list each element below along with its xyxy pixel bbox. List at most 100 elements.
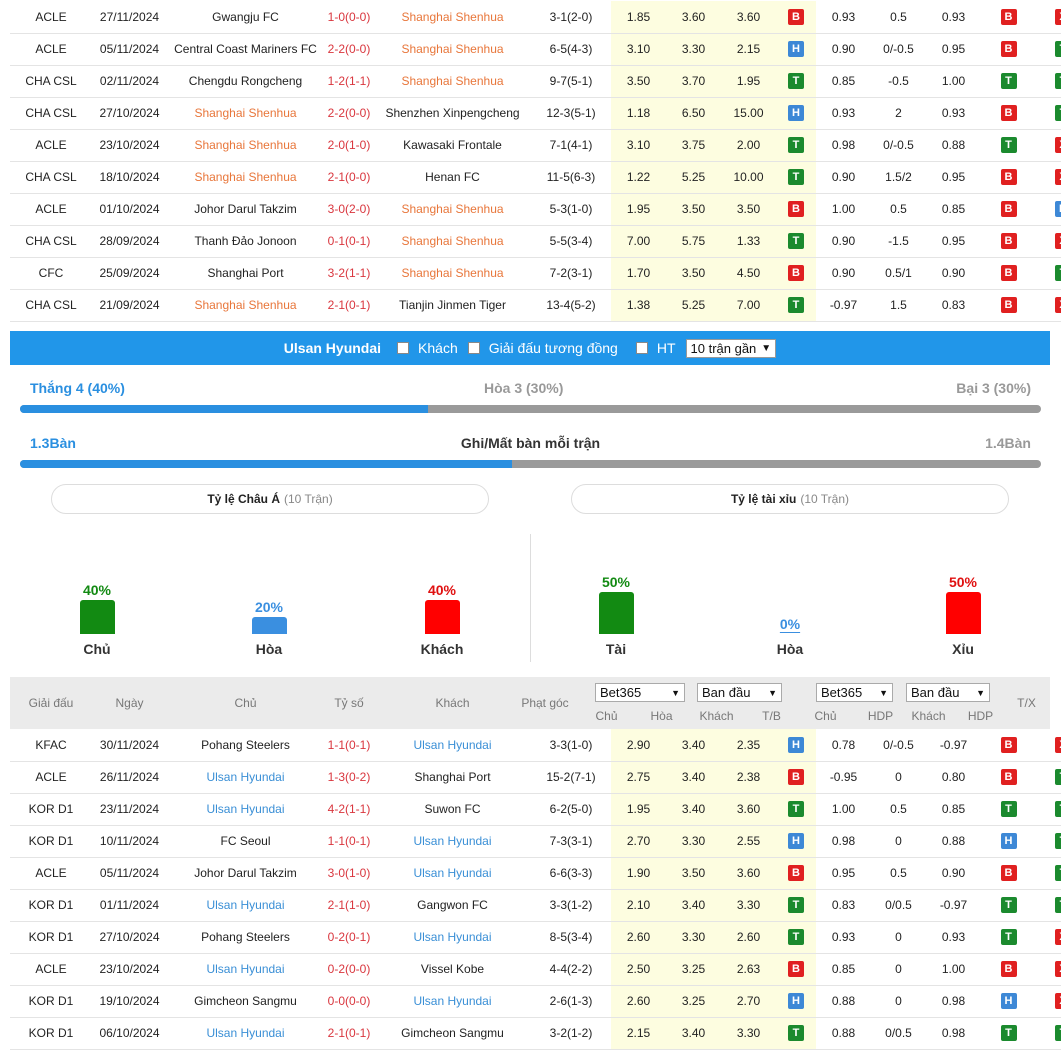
ou-result-badge-cell: T: [1036, 889, 1061, 922]
odds-draw-cell: 3.30: [666, 921, 721, 954]
header-score: Tỷ số: [334, 696, 364, 710]
home-team[interactable]: Shanghai Shenhua: [194, 106, 297, 120]
away-team[interactable]: Ulsan Hyundai: [413, 737, 492, 752]
away-team[interactable]: Ulsan Hyundai: [413, 930, 492, 944]
ht-checkbox[interactable]: [635, 342, 648, 354]
away-team[interactable]: Tianjin Jinmen Tiger: [399, 298, 506, 312]
away-checkbox[interactable]: [397, 342, 410, 354]
home-team-cell: Shanghai Shenhua: [167, 161, 324, 194]
match-row[interactable]: KOR D1 27/10/2024 Pohang Steelers 0-2(0-1) U…: [10, 921, 1061, 954]
league-label-cell: KOR D1: [10, 985, 92, 1018]
home-team[interactable]: Central Coast Mariners FC: [174, 42, 317, 56]
match-row[interactable]: ACLE 27/11/2024 Gwangju FC 1-0(0-0) Shanghai…: [10, 1, 1061, 34]
away-team[interactable]: Gimcheon Sangmu: [401, 1026, 504, 1040]
hdp-line-cell: 0.5/1: [871, 257, 926, 290]
home-team[interactable]: Shanghai Shenhua: [194, 138, 297, 152]
away-team-cell: Gimcheon Sangmu: [374, 1017, 531, 1050]
hdp-home-odds-cell: 0.93: [816, 1, 871, 34]
home-team[interactable]: Shanghai Shenhua: [194, 170, 297, 184]
away-team[interactable]: Shanghai Shenhua: [401, 202, 504, 216]
home-team[interactable]: FC Seoul: [220, 834, 271, 848]
bookmaker-select-2[interactable]: Bet365 ▼: [816, 683, 893, 702]
match-row[interactable]: ACLE 01/10/2024 Johor Darul Takzim 3-0(2-0)…: [10, 193, 1061, 226]
home-team[interactable]: Thanh Đảo Jonoon: [194, 234, 297, 248]
home-team[interactable]: Pohang Steelers: [201, 737, 290, 752]
bookmaker-select-1[interactable]: Bet365 ▼: [595, 683, 685, 702]
match-row[interactable]: KOR D1 06/10/2024 Ulsan Hyundai 2-1(0-1) Gim…: [10, 1017, 1061, 1050]
match-row[interactable]: CHA CSL 28/09/2024 Thanh Đảo Jonoon 0-1(0-1…: [10, 225, 1061, 258]
match-row[interactable]: KOR D1 19/10/2024 Gimcheon Sangmu 0-0(0-0) U…: [10, 985, 1061, 1018]
hdp-away-odds: 0.88: [941, 834, 966, 848]
away-team[interactable]: Shanghai Shenhua: [401, 234, 504, 248]
match-row[interactable]: KOR D1 23/11/2024 Ulsan Hyundai 4-2(1-1) Suw…: [10, 793, 1061, 826]
home-team[interactable]: Gimcheon Sangmu: [194, 994, 297, 1008]
away-checkbox-label[interactable]: Khách: [418, 340, 458, 356]
match-row[interactable]: ACLE 23/10/2024 Ulsan Hyundai 0-2(0-0) Visse…: [10, 953, 1061, 986]
match-row[interactable]: ACLE 23/10/2024 Shanghai Shenhua 2-0(1-0) Ka…: [10, 129, 1061, 162]
away-team[interactable]: Shanghai Shenhua: [401, 9, 504, 24]
match-row[interactable]: ACLE 05/11/2024 Johor Darul Takzim 3-0(1-0)…: [10, 857, 1061, 890]
same-league-checkbox[interactable]: [467, 342, 480, 354]
odds-away: 3.30: [736, 898, 761, 912]
match-row[interactable]: KOR D1 01/11/2024 Ulsan Hyundai 2-1(1-0) Gan…: [10, 889, 1061, 922]
match-row[interactable]: CHA CSL 02/11/2024 Chengdu Rongcheng 1-2(1-…: [10, 65, 1061, 98]
ht-checkbox-label[interactable]: HT: [656, 340, 676, 356]
over-under-pill[interactable]: Tỷ lệ tài xỉu (10 Trận): [571, 484, 1009, 514]
tb-badge-cell: H: [776, 985, 816, 1018]
match-row[interactable]: CHA CSL 21/09/2024 Shanghai Shenhua 2-1(0-1…: [10, 289, 1061, 322]
match-row[interactable]: ACLE 26/11/2024 Ulsan Hyundai 1-3(0-2) Shang…: [10, 761, 1061, 794]
away-team[interactable]: Henan FC: [425, 170, 480, 184]
home-team[interactable]: Ulsan Hyundai: [206, 802, 285, 816]
match-row[interactable]: ACLE 05/11/2024 Central Coast Mariners FC 2…: [10, 33, 1061, 66]
home-team[interactable]: Gwangju FC: [212, 9, 279, 24]
match-row[interactable]: KOR D1 10/11/2024 FC Seoul 1-1(0-1) Ulsan Hy…: [10, 825, 1061, 858]
tb-badge-cell: B: [776, 257, 816, 290]
home-team[interactable]: Johor Darul Takzim: [194, 202, 297, 216]
asian-col-label: Hòa: [255, 641, 283, 657]
home-team[interactable]: Johor Darul Takzim: [194, 866, 297, 880]
away-team[interactable]: Suwon FC: [424, 802, 481, 816]
hdp-home-odds-cell: 0.90: [816, 33, 871, 66]
asian-handicap-pill[interactable]: Tỷ lệ Châu Á (10 Trận): [51, 484, 489, 514]
ou-result-badge: X: [1055, 297, 1061, 313]
away-team[interactable]: Vissel Kobe: [420, 962, 485, 976]
match-score: 3-0(1-0): [327, 866, 371, 880]
home-team[interactable]: Ulsan Hyundai: [206, 962, 285, 976]
tb-badge: H: [788, 993, 804, 1009]
match-row[interactable]: CHA CSL 18/10/2024 Shanghai Shenhua 2-1(0-0…: [10, 161, 1061, 194]
away-team[interactable]: Shanghai Shenhua: [401, 42, 504, 56]
away-team[interactable]: Ulsan Hyundai: [413, 994, 492, 1008]
chevron-down-icon: ▼: [671, 687, 680, 698]
home-team[interactable]: Ulsan Hyundai: [206, 1026, 285, 1040]
match-row[interactable]: CFC 25/09/2024 Shanghai Port 3-2(1-1) Shangh…: [10, 257, 1061, 290]
match-row[interactable]: CHA CSL 27/10/2024 Shanghai Shenhua 2-2(0-0…: [10, 97, 1061, 130]
home-team[interactable]: Ulsan Hyundai: [206, 898, 285, 912]
home-team[interactable]: Pohang Steelers: [201, 930, 290, 944]
home-team[interactable]: Ulsan Hyundai: [206, 770, 285, 784]
odds-type-select-1[interactable]: Ban đầu ▼: [697, 683, 782, 702]
odds-type-select-2[interactable]: Ban đầu ▼: [906, 683, 990, 702]
match-date-cell: 19/10/2024: [92, 985, 167, 1018]
recent-matches-select[interactable]: 10 trận gần ▼: [685, 338, 777, 358]
away-team[interactable]: Kawasaki Frontale: [403, 138, 502, 152]
hdp-result-badge-cell: B: [981, 1, 1036, 34]
same-league-checkbox-label[interactable]: Giải đấu tương đồng: [488, 340, 618, 356]
match-date-cell: 23/10/2024: [92, 953, 167, 986]
odds-draw: 3.40: [681, 770, 706, 784]
corner-count: 12-3(5-1): [546, 106, 596, 120]
hdp-result-badge-cell: T: [981, 793, 1036, 826]
away-team[interactable]: Shenzhen Xinpengcheng: [385, 106, 520, 120]
home-team[interactable]: Shanghai Shenhua: [194, 298, 297, 312]
away-team[interactable]: Shanghai Shenhua: [401, 266, 504, 280]
away-team[interactable]: Shanghai Shenhua: [401, 74, 504, 88]
home-team[interactable]: Shanghai Port: [207, 266, 284, 280]
away-team[interactable]: Gangwon FC: [417, 898, 488, 912]
away-team[interactable]: Ulsan Hyundai: [413, 866, 492, 880]
odds-home: 1.85: [626, 9, 651, 24]
away-team[interactable]: Shanghai Port: [414, 770, 491, 784]
away-team[interactable]: Ulsan Hyundai: [413, 834, 492, 848]
home-team[interactable]: Chengdu Rongcheng: [188, 74, 303, 88]
odds-home: 1.90: [626, 866, 651, 880]
league-label: CHA CSL: [25, 234, 77, 248]
match-row[interactable]: KFAC 30/11/2024 Pohang Steelers 1-1(0-1) Uls…: [10, 729, 1061, 762]
